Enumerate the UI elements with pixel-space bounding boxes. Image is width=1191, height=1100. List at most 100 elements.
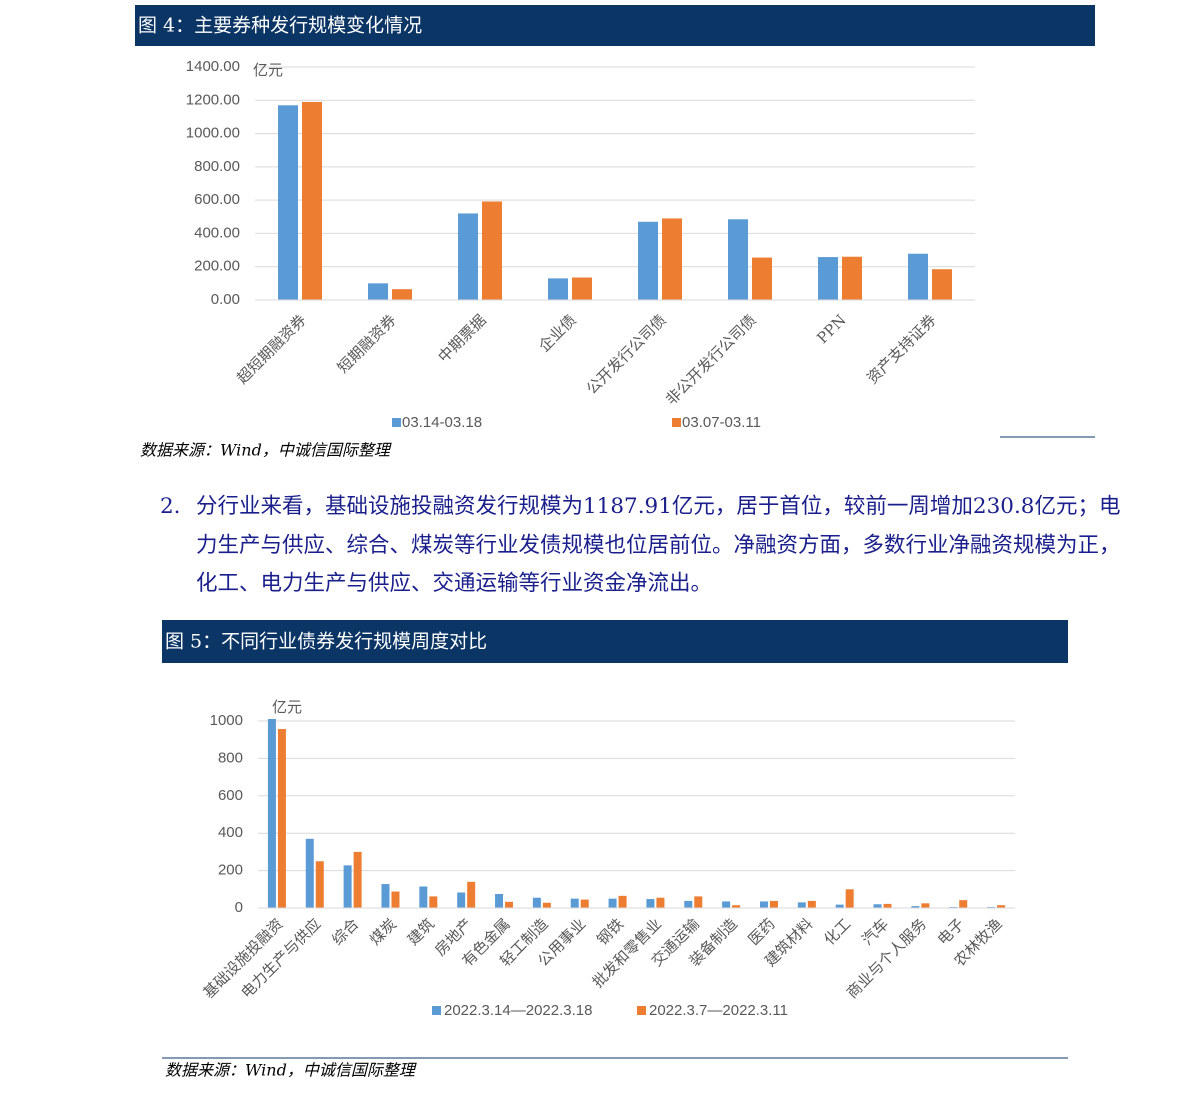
y-tick-label: 0	[235, 899, 243, 916]
bar	[580, 899, 589, 908]
bar	[277, 729, 286, 908]
bar	[532, 897, 541, 908]
y-unit: 亿元	[253, 62, 283, 79]
bar	[381, 884, 390, 908]
source: 数据来源：Wind，中诚信国际整理	[140, 441, 392, 460]
bar	[302, 101, 322, 300]
bar	[818, 257, 838, 300]
bar	[842, 256, 862, 300]
legend-label: 03.07-03.11	[682, 414, 761, 431]
bars	[278, 101, 952, 300]
bar	[618, 895, 627, 908]
caption-bar	[162, 620, 1068, 663]
bar	[570, 898, 579, 908]
y-tick-label: 600	[218, 787, 243, 804]
bar	[278, 105, 298, 300]
bar	[608, 898, 617, 908]
x-tick-label: 中期票据	[434, 311, 489, 366]
bar	[845, 889, 854, 908]
bar	[835, 904, 844, 908]
x-tick-label: 超短期融资券	[233, 311, 309, 387]
y-tick-label: 0.00	[211, 291, 240, 308]
x-tick-label: 医药	[745, 916, 778, 949]
bar	[932, 269, 952, 300]
bar	[656, 897, 665, 908]
y-tick-label: 1000.00	[186, 125, 240, 142]
legend-swatch	[432, 1006, 441, 1015]
y-unit: 亿元	[272, 699, 302, 716]
bar	[542, 902, 551, 908]
y-tick-label: 400	[218, 824, 243, 841]
bar	[638, 221, 658, 300]
x-tick-label: 短期融资券	[334, 311, 400, 377]
y-tick-label: 400.00	[194, 224, 240, 241]
bar	[728, 219, 748, 300]
legend-swatch	[392, 418, 401, 427]
y-tick-label: 1400.00	[186, 58, 240, 75]
bar	[391, 891, 400, 908]
bar	[759, 901, 768, 908]
x-tick-label: 综合	[329, 916, 362, 949]
legend-label: 2022.3.7—2022.3.11	[649, 1002, 788, 1019]
bar	[662, 218, 682, 300]
bar	[908, 253, 928, 300]
bar	[873, 904, 882, 908]
legend-swatch	[637, 1006, 646, 1015]
legend-label: 2022.3.14—2022.3.18	[444, 1002, 592, 1019]
bar	[548, 278, 568, 300]
bar	[997, 905, 1006, 908]
x-tick-label: 汽车	[859, 916, 892, 949]
x-tick-label: 建筑	[405, 916, 438, 949]
bar	[807, 900, 816, 908]
bar	[305, 838, 314, 908]
bar	[797, 902, 806, 908]
x-tick-label: 化工	[821, 916, 854, 949]
source: 数据来源：Wind，中诚信国际整理	[165, 1061, 417, 1080]
bar	[267, 719, 276, 908]
caption-bar	[135, 5, 1095, 46]
bar	[684, 900, 693, 908]
bar	[732, 905, 741, 908]
bar	[722, 901, 731, 908]
y-tick-label: 1200.00	[186, 91, 240, 108]
y-tick-label: 200.00	[194, 258, 240, 275]
y-tick-label: 1000	[210, 712, 243, 729]
bar	[911, 906, 920, 908]
chart-title: 图 4：主要券种发行规模变化情况	[138, 15, 422, 37]
x-tick-label: 企业债	[535, 311, 580, 356]
bar	[315, 861, 324, 908]
bar	[572, 277, 592, 300]
paragraph: 2. 分行业来看，基础设施投融资发行规模为1187.91亿元，居于首位，较前一周…	[160, 488, 1140, 604]
y-tick-label: 800.00	[194, 158, 240, 175]
bar	[392, 289, 412, 300]
bar	[752, 257, 772, 300]
x-tick-label: 电子	[935, 916, 968, 949]
chart-title: 图 5：不同行业债券发行规模周度对比	[165, 631, 487, 653]
bar	[429, 896, 438, 908]
bar	[368, 283, 388, 300]
bar	[505, 901, 514, 908]
x-tick-label: 资产支持证券	[863, 311, 939, 387]
bar	[883, 903, 892, 908]
x-tick-label: PPN	[813, 311, 849, 347]
y-tick-label: 600.00	[194, 191, 240, 208]
x-tick-label: 公开发行公司债	[583, 311, 670, 398]
bar	[769, 900, 778, 908]
bar	[419, 886, 428, 908]
y-tick-label: 800	[218, 749, 243, 766]
paragraph-text: 分行业来看，基础设施投融资发行规模为1187.91亿元，居于首位，较前一周增加2…	[196, 494, 1121, 596]
legend-swatch	[672, 418, 681, 427]
x-tick-label: 钢铁	[594, 916, 627, 949]
bar	[495, 893, 504, 908]
bar	[482, 201, 502, 300]
bar	[353, 851, 362, 908]
bar	[694, 896, 703, 908]
bar	[921, 903, 930, 908]
bar	[467, 881, 476, 908]
x-tick-label: 非公开发行公司债	[662, 311, 760, 409]
paragraph-number: 2.	[160, 494, 181, 519]
y-tick-label: 200	[218, 862, 243, 879]
x-tick-label: 煤炭	[367, 916, 400, 949]
